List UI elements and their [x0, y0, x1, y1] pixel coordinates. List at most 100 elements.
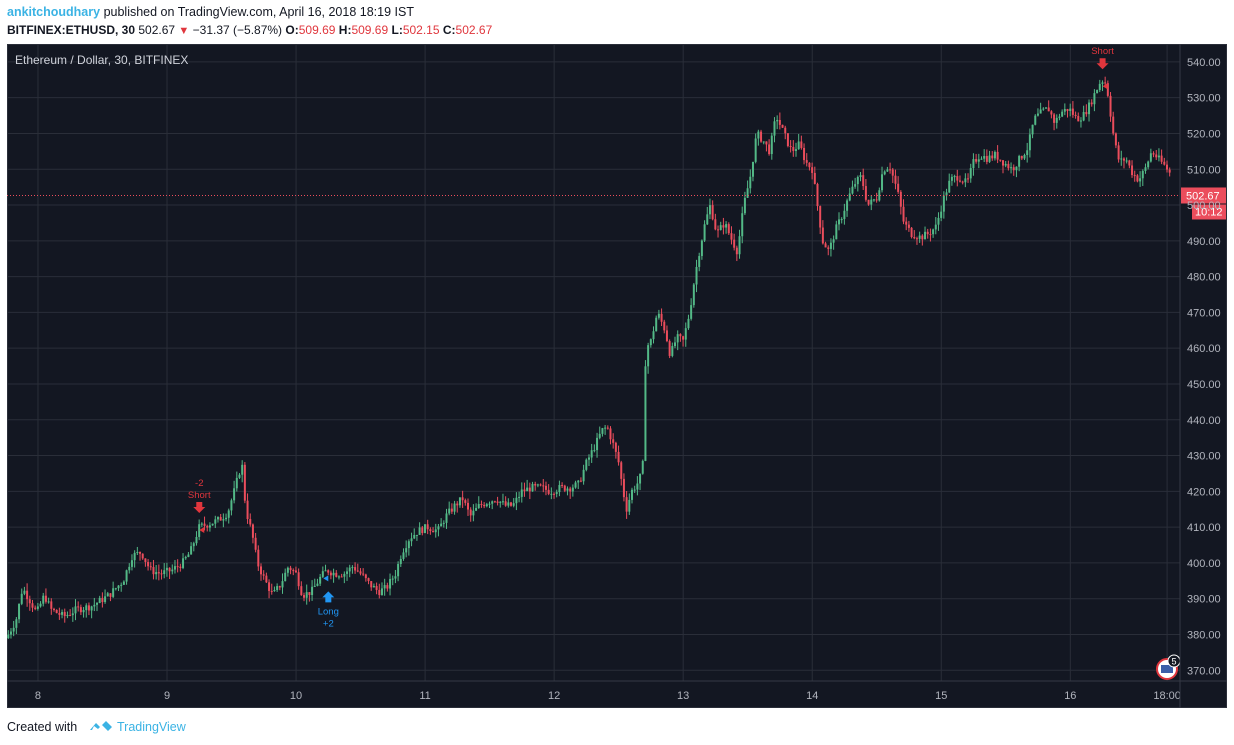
- candle-body: [195, 536, 198, 544]
- candle-body: [501, 501, 504, 503]
- candle-body: [813, 172, 816, 184]
- author-link[interactable]: ankitchoudhary: [7, 5, 101, 19]
- x-tick-label: 15: [935, 690, 947, 702]
- candle-body: [276, 586, 279, 591]
- candle-body: [778, 120, 781, 125]
- candle-body: [1015, 166, 1018, 171]
- candle-body: [542, 485, 545, 487]
- candle-body: [587, 457, 590, 460]
- candle-body: [999, 159, 1002, 161]
- y-tick-label: 500.00: [1187, 200, 1221, 212]
- candle-body: [311, 586, 314, 596]
- candle-body: [34, 607, 37, 609]
- candle-body: [488, 503, 491, 505]
- candle-body: [147, 562, 150, 567]
- candle-body: [61, 612, 64, 615]
- countdown-tag: [1192, 204, 1226, 220]
- y-tick-label: 420.00: [1187, 486, 1221, 498]
- candle-body: [620, 462, 623, 479]
- candle-body: [128, 566, 131, 571]
- candle-body: [176, 566, 179, 568]
- candle-body: [851, 186, 854, 194]
- candle-body: [469, 509, 472, 516]
- candle-body: [1136, 175, 1139, 182]
- candle-body: [93, 604, 96, 607]
- candle-body: [85, 605, 88, 611]
- candle-body: [79, 607, 82, 613]
- candle-body: [628, 499, 631, 512]
- candle-body: [1122, 158, 1125, 161]
- candle-body: [1007, 163, 1010, 169]
- candle-body: [980, 158, 983, 160]
- candle-body: [969, 168, 972, 179]
- candle-body: [835, 224, 838, 240]
- tradingview-logo-icon[interactable]: [88, 718, 114, 734]
- candle-body: [647, 345, 650, 367]
- candle-body: [536, 484, 539, 486]
- candle-body: [429, 529, 432, 532]
- candle-body: [942, 195, 945, 212]
- candle-body: [491, 501, 494, 504]
- candle-body: [515, 497, 518, 504]
- short-arrow-icon: [193, 501, 206, 513]
- candle-body: [168, 567, 171, 572]
- candle-body: [1088, 102, 1091, 115]
- candle-body: [246, 500, 249, 520]
- footer: Created with TradingView: [0, 708, 1234, 745]
- candle-body: [216, 517, 219, 520]
- candle-body: [496, 501, 499, 503]
- candle-body: [130, 560, 133, 567]
- y-tick-label: 400.00: [1187, 558, 1221, 570]
- candle-body: [958, 180, 961, 182]
- candle-body: [612, 439, 615, 443]
- chart-title: Ethereum / Dollar, 30, BITFINEX: [15, 53, 188, 67]
- candle-body: [386, 585, 389, 589]
- tradingview-link[interactable]: TradingView: [117, 720, 186, 734]
- candle-body: [897, 183, 900, 192]
- badge-count: 5: [1171, 657, 1176, 667]
- candle-body: [733, 239, 736, 248]
- candle-body: [329, 572, 332, 576]
- candle-body: [1165, 164, 1168, 170]
- x-tick-label: 13: [677, 690, 689, 702]
- candle-body: [155, 572, 158, 575]
- candle-body: [1125, 160, 1128, 162]
- candle-body: [617, 451, 620, 463]
- candle-body: [859, 175, 862, 178]
- candle-body: [50, 601, 53, 609]
- candle-body: [448, 508, 451, 514]
- candle-body: [840, 219, 843, 221]
- candle-body: [192, 543, 195, 547]
- candle-body: [932, 229, 935, 235]
- candle-body: [872, 199, 875, 201]
- candle-body: [792, 146, 795, 151]
- candle-body: [977, 159, 980, 162]
- y-tick-label: 480.00: [1187, 272, 1221, 284]
- long-arrow-icon: [322, 591, 335, 603]
- candle-body: [112, 588, 115, 597]
- y-tick-label: 380.00: [1187, 629, 1221, 641]
- candle-body: [926, 231, 929, 235]
- candle-body: [1004, 163, 1007, 166]
- grid: [7, 44, 1180, 681]
- candle-body: [738, 236, 741, 255]
- candle-body: [432, 531, 435, 533]
- candle-body: [1034, 115, 1037, 125]
- candle-body: [163, 570, 166, 575]
- candle-body: [348, 567, 351, 572]
- candle-body: [929, 234, 932, 236]
- candle-body: [531, 483, 534, 492]
- candle-body: [682, 336, 685, 340]
- candle-body: [924, 231, 927, 240]
- candle-body: [805, 160, 808, 163]
- candle-body: [711, 205, 714, 220]
- candle-body: [663, 321, 666, 331]
- candle-body: [383, 585, 386, 589]
- candle-body: [1109, 95, 1112, 117]
- x-tick-label: 10: [290, 690, 302, 702]
- candle-body: [1133, 175, 1136, 177]
- candle-body: [784, 127, 787, 134]
- close-label: C:: [442, 23, 456, 37]
